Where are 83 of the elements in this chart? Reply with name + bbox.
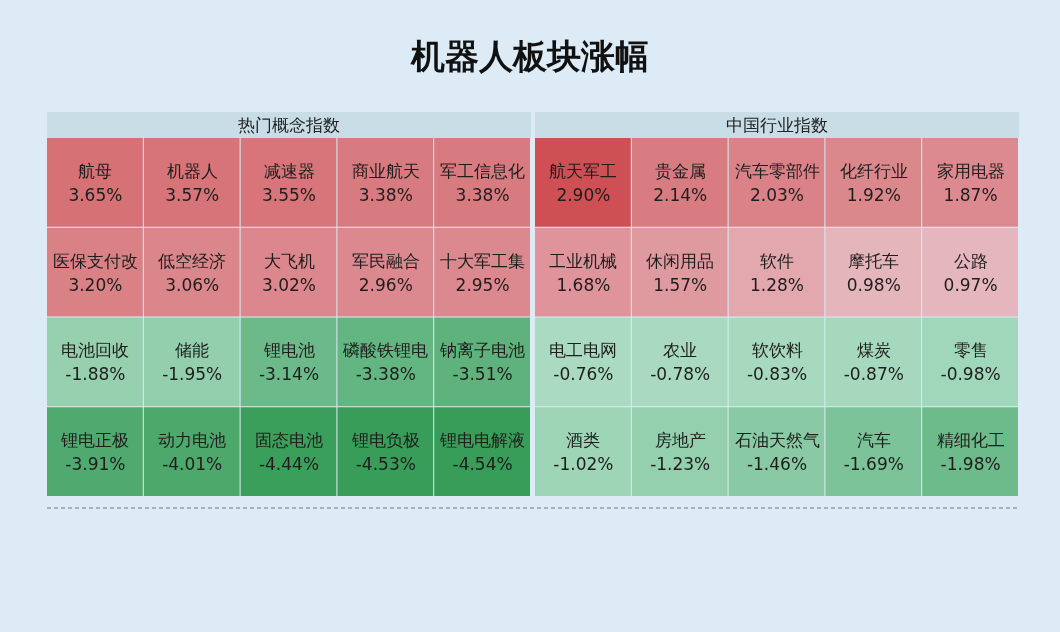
category-label: 十大军工集 — [440, 250, 526, 271]
data-label: 3.38% — [358, 184, 413, 205]
category-label: 汽车 — [856, 430, 891, 451]
data-label: -3.38% — [355, 364, 416, 385]
category-label: 软件 — [760, 250, 794, 271]
data-label: -4.01% — [162, 454, 223, 475]
data-label: -1.23% — [650, 454, 711, 475]
category-label: 军工信息化 — [440, 160, 526, 181]
category-label: 石油天然气 — [734, 430, 820, 451]
data-label: 1.92% — [846, 184, 901, 205]
category-label: 锂电池 — [262, 340, 315, 361]
data-label: -0.76% — [553, 364, 614, 385]
data-label: -3.91% — [65, 454, 126, 475]
category-label: 大飞机 — [263, 250, 315, 271]
data-label: -4.53% — [355, 454, 416, 475]
data-label: 3.38% — [455, 184, 510, 205]
text: 机器人板块涨幅 — [410, 36, 649, 76]
text: 中国行业指数 — [726, 115, 828, 135]
category-label: 摩托车 — [848, 250, 900, 271]
category-label: 零售 — [953, 340, 988, 361]
data-label: -1.88% — [65, 364, 126, 385]
data-label: -1.69% — [843, 454, 904, 475]
category-label: 工业机械 — [549, 250, 618, 271]
data-label: -0.78% — [650, 364, 711, 385]
data-label: -0.98% — [940, 364, 1001, 385]
data-label: 3.20% — [68, 274, 123, 295]
category-label: 军民融合 — [351, 250, 420, 271]
data-label: -0.83% — [746, 364, 808, 385]
data-label: 2.95% — [455, 274, 510, 295]
category-label: 化纤行业 — [839, 160, 908, 181]
category-label: 酒类 — [566, 430, 601, 451]
data-label: 2.03% — [749, 184, 805, 205]
category-label: 家用电器 — [936, 160, 1005, 181]
category-label: 航天军工 — [549, 160, 618, 181]
category-label: 软饮料 — [751, 340, 803, 361]
data-label: 0.97% — [943, 274, 998, 295]
data-label: 3.57% — [165, 184, 220, 205]
data-label: -1.98% — [940, 454, 1001, 475]
category-label: 贵金属 — [654, 160, 706, 181]
category-label: 动力电池 — [158, 430, 227, 451]
data-label: 2.90% — [556, 184, 611, 205]
data-label: -3.14% — [258, 364, 320, 385]
category-label: 商业航天 — [351, 160, 420, 181]
category-label: 电池回收 — [61, 340, 130, 361]
data-label: -4.44% — [258, 454, 320, 475]
category-label: 机器人 — [166, 160, 218, 181]
data-label: 3.65% — [68, 184, 123, 205]
category-label: 钠离子电池 — [439, 340, 526, 361]
category-label: 煤炭 — [856, 340, 891, 361]
data-label: 0.98% — [846, 274, 901, 295]
category-label: 休闲用品 — [646, 250, 715, 271]
category-label: 锂电电解液 — [439, 430, 526, 451]
category-label: 储能 — [175, 340, 210, 361]
category-label: 房地产 — [654, 430, 706, 451]
category-label: 低空经济 — [158, 250, 227, 271]
data-label: -1.95% — [162, 364, 223, 385]
data-label: -3.51% — [452, 364, 513, 385]
category-label: 磷酸铁锂电 — [342, 340, 429, 361]
data-label: 1.68% — [556, 274, 611, 295]
data-label: 2.14% — [653, 184, 708, 205]
data-label: 1.87% — [943, 184, 998, 205]
category-label: 医保支付改 — [52, 250, 138, 271]
data-label: 3.02% — [261, 274, 317, 295]
data-label: 3.55% — [261, 184, 317, 205]
category-label: 电工电网 — [549, 340, 618, 361]
data-label: 1.57% — [653, 274, 708, 295]
data-label: -4.54% — [452, 454, 513, 475]
text: 热门概念指数 — [238, 115, 340, 135]
data-label: 2.96% — [358, 274, 413, 295]
category-label: 公路 — [953, 250, 988, 271]
category-label: 锂电正极 — [60, 430, 130, 451]
category-label: 精细化工 — [936, 430, 1005, 451]
category-label: 锂电负极 — [350, 430, 420, 451]
data-label: -1.46% — [746, 454, 808, 475]
category-label: 固态电池 — [255, 430, 323, 451]
category-label: 航母 — [78, 160, 113, 181]
category-label: 减速器 — [263, 160, 315, 181]
data-label: 1.28% — [749, 274, 805, 295]
data-label: -0.87% — [843, 364, 904, 385]
category-label: 农业 — [663, 340, 698, 361]
category-label: 汽车零部件 — [734, 160, 820, 181]
data-label: -1.02% — [553, 454, 614, 475]
data-label: 3.06% — [165, 274, 220, 295]
